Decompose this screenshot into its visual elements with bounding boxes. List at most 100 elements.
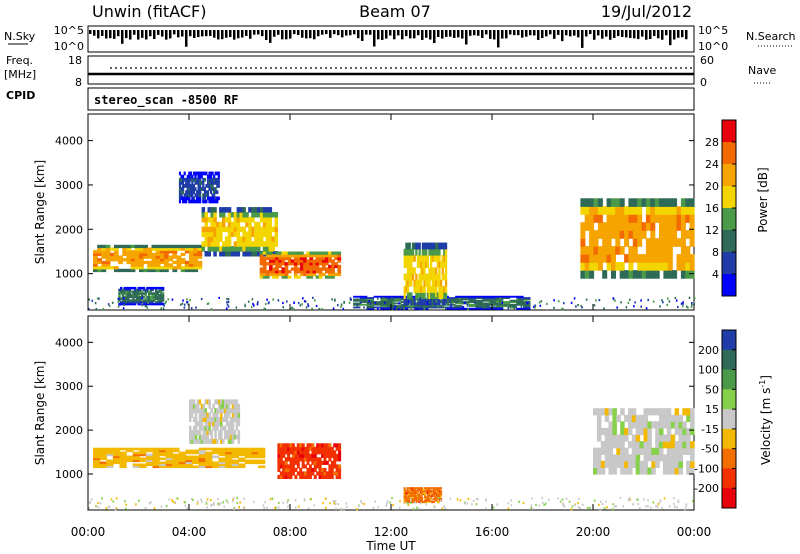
ground-scatter-cell	[647, 499, 649, 502]
data-cell	[637, 214, 643, 223]
ground-scatter-cell	[386, 502, 388, 505]
data-cell	[214, 430, 217, 436]
data-cell	[184, 268, 190, 273]
noise-bar	[261, 30, 264, 37]
ground-scatter-cell	[553, 299, 555, 302]
data-cell	[185, 463, 193, 467]
data-cell	[328, 464, 332, 469]
data-cell	[227, 434, 231, 440]
data-cell	[208, 425, 211, 431]
data-cell	[655, 427, 660, 436]
data-cell	[222, 221, 226, 228]
noise-bar	[153, 30, 156, 40]
data-cell	[331, 259, 335, 263]
data-cell	[259, 259, 264, 263]
data-cell	[159, 465, 167, 469]
data-cell	[203, 196, 206, 201]
data-cell	[204, 216, 208, 223]
data-cell	[112, 447, 121, 451]
noise-right-tick-bottom: 10^0	[698, 40, 728, 53]
data-cell	[189, 258, 194, 262]
data-cell	[248, 231, 252, 237]
data-cell	[359, 295, 368, 298]
data-cell	[216, 421, 219, 427]
data-cell	[387, 297, 395, 299]
data-cell	[119, 455, 127, 459]
data-cell	[213, 226, 217, 233]
data-cell	[275, 259, 279, 263]
data-cell	[612, 434, 617, 442]
data-cell	[189, 260, 194, 265]
data-cell	[112, 451, 121, 455]
data-cell	[224, 226, 229, 233]
data-cell	[197, 196, 200, 201]
noise-bar	[141, 30, 144, 38]
data-cell	[207, 226, 211, 233]
data-cell	[403, 499, 406, 502]
data-cell	[192, 455, 200, 459]
ground-scatter-cell	[466, 302, 469, 306]
data-cell	[650, 214, 656, 223]
data-cell	[143, 247, 148, 251]
data-cell	[99, 453, 107, 457]
data-cell	[203, 187, 206, 191]
data-cell	[289, 471, 293, 476]
data-cell	[211, 184, 214, 188]
data-cell	[165, 455, 173, 459]
data-cell	[338, 467, 342, 472]
noise-bar	[541, 30, 544, 39]
data-cell	[597, 262, 603, 271]
data-cell	[690, 427, 695, 436]
data-cell	[290, 259, 295, 263]
data-cell	[155, 252, 161, 257]
data-cell	[123, 295, 126, 299]
data-cell	[236, 207, 241, 213]
ground-scatter-cell	[334, 500, 337, 503]
data-cell	[208, 417, 211, 422]
data-cell	[430, 248, 433, 256]
data-cell	[309, 270, 314, 274]
data-cell	[654, 206, 660, 215]
ground-scatter-cell	[184, 504, 187, 507]
data-cell	[225, 461, 233, 465]
ground-scatter-cell	[286, 300, 288, 303]
data-cell	[428, 493, 431, 496]
data-cell	[654, 270, 660, 279]
data-cell	[440, 497, 443, 500]
data-cell	[685, 198, 691, 207]
data-cell	[231, 408, 235, 414]
data-cell	[269, 251, 273, 255]
data-cell	[141, 286, 144, 290]
data-cell	[666, 454, 672, 462]
data-cell	[168, 258, 173, 262]
data-cell	[685, 246, 691, 255]
data-cell	[159, 266, 165, 270]
ground-scatter-cell	[403, 501, 406, 504]
data-cell	[589, 254, 595, 263]
data-cell	[422, 493, 425, 496]
data-cell	[155, 302, 158, 306]
data-cell	[219, 231, 223, 237]
data-cell	[233, 226, 238, 233]
ground-scatter-cell	[603, 507, 606, 510]
data-cell	[422, 491, 425, 494]
data-cell	[643, 421, 648, 429]
data-cell	[301, 446, 305, 451]
data-cell	[224, 241, 229, 247]
data-cell	[624, 460, 629, 468]
data-cell	[432, 497, 435, 500]
data-cell	[189, 434, 192, 440]
data-cell	[425, 248, 428, 256]
data-cell	[113, 258, 119, 262]
data-cell	[235, 412, 239, 418]
data-cell	[151, 252, 157, 257]
data-cell	[301, 474, 305, 479]
data-cell	[635, 441, 641, 449]
data-cell	[663, 262, 669, 271]
freq-unit-label: [MHz]	[4, 68, 36, 81]
data-cell	[482, 303, 490, 306]
data-cell	[225, 447, 233, 451]
ground-scatter-cell	[414, 501, 416, 504]
data-cell	[686, 414, 691, 422]
data-cell	[438, 292, 441, 300]
